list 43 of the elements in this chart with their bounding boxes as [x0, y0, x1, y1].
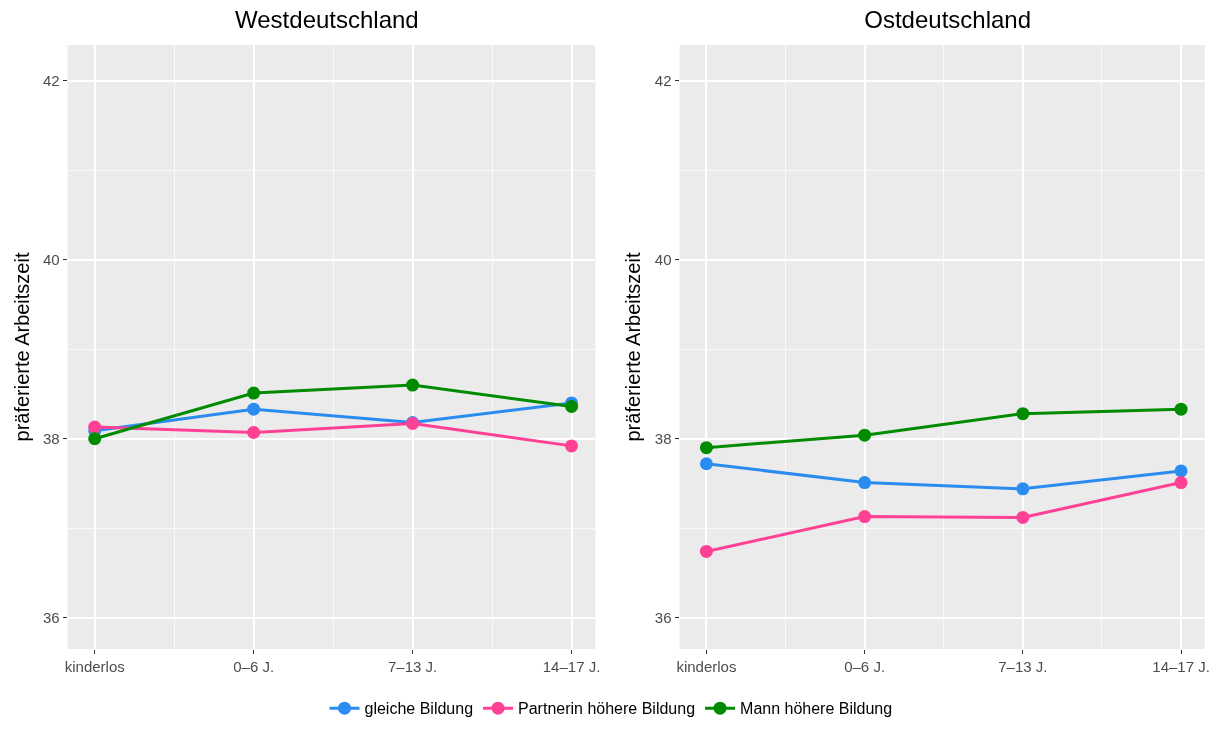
x-tick-label: 0–6 J. [233, 658, 275, 675]
point [1016, 510, 1030, 524]
point [699, 544, 713, 558]
point [88, 420, 102, 434]
chart-title: Westdeutschland [235, 5, 419, 33]
x-tick-label: 7–13 J. [387, 658, 438, 675]
point [858, 510, 872, 524]
y-tick-label: 36 [654, 608, 672, 626]
point [88, 432, 102, 446]
y-tick-label: 38 [43, 429, 60, 447]
y-axis-title: präferierte Arbeitszeit [622, 252, 645, 442]
x-tick-label: 7–13 J. [998, 658, 1048, 675]
y-tick-label: 40 [43, 251, 60, 269]
point [247, 402, 261, 416]
x-tick-label: 14–17 J. [1152, 658, 1210, 675]
y-axis-title: präferierte Arbeitszeit [10, 252, 33, 442]
point [858, 428, 872, 442]
x-tick-label: kinderlos [676, 658, 737, 675]
point [1174, 464, 1188, 478]
y-tick-label: 40 [654, 251, 672, 269]
point [406, 378, 420, 392]
point [1174, 402, 1188, 416]
x-tick-label: kinderlos [64, 658, 125, 675]
legend-label: gleiche Bildung [364, 700, 474, 718]
point [699, 457, 713, 471]
chart-title: Ostdeutschland [864, 5, 1032, 33]
point [1016, 482, 1030, 496]
x-tick-label: 14–17 J. [542, 658, 601, 675]
legend-label: Mann höhere Bildung [740, 700, 893, 718]
point [1174, 476, 1188, 490]
point [1016, 407, 1030, 421]
y-tick-label: 36 [43, 608, 60, 626]
point [247, 386, 261, 400]
point [699, 441, 713, 455]
y-tick-label: 42 [43, 72, 60, 90]
y-tick-label: 42 [654, 72, 672, 90]
point [858, 476, 872, 490]
y-tick-label: 38 [654, 429, 672, 447]
point [565, 439, 579, 453]
point [565, 400, 579, 413]
point [247, 425, 261, 439]
x-tick-label: 0–6 J. [844, 658, 886, 675]
legend-label: Partnerin höhere Bildung [518, 700, 696, 718]
